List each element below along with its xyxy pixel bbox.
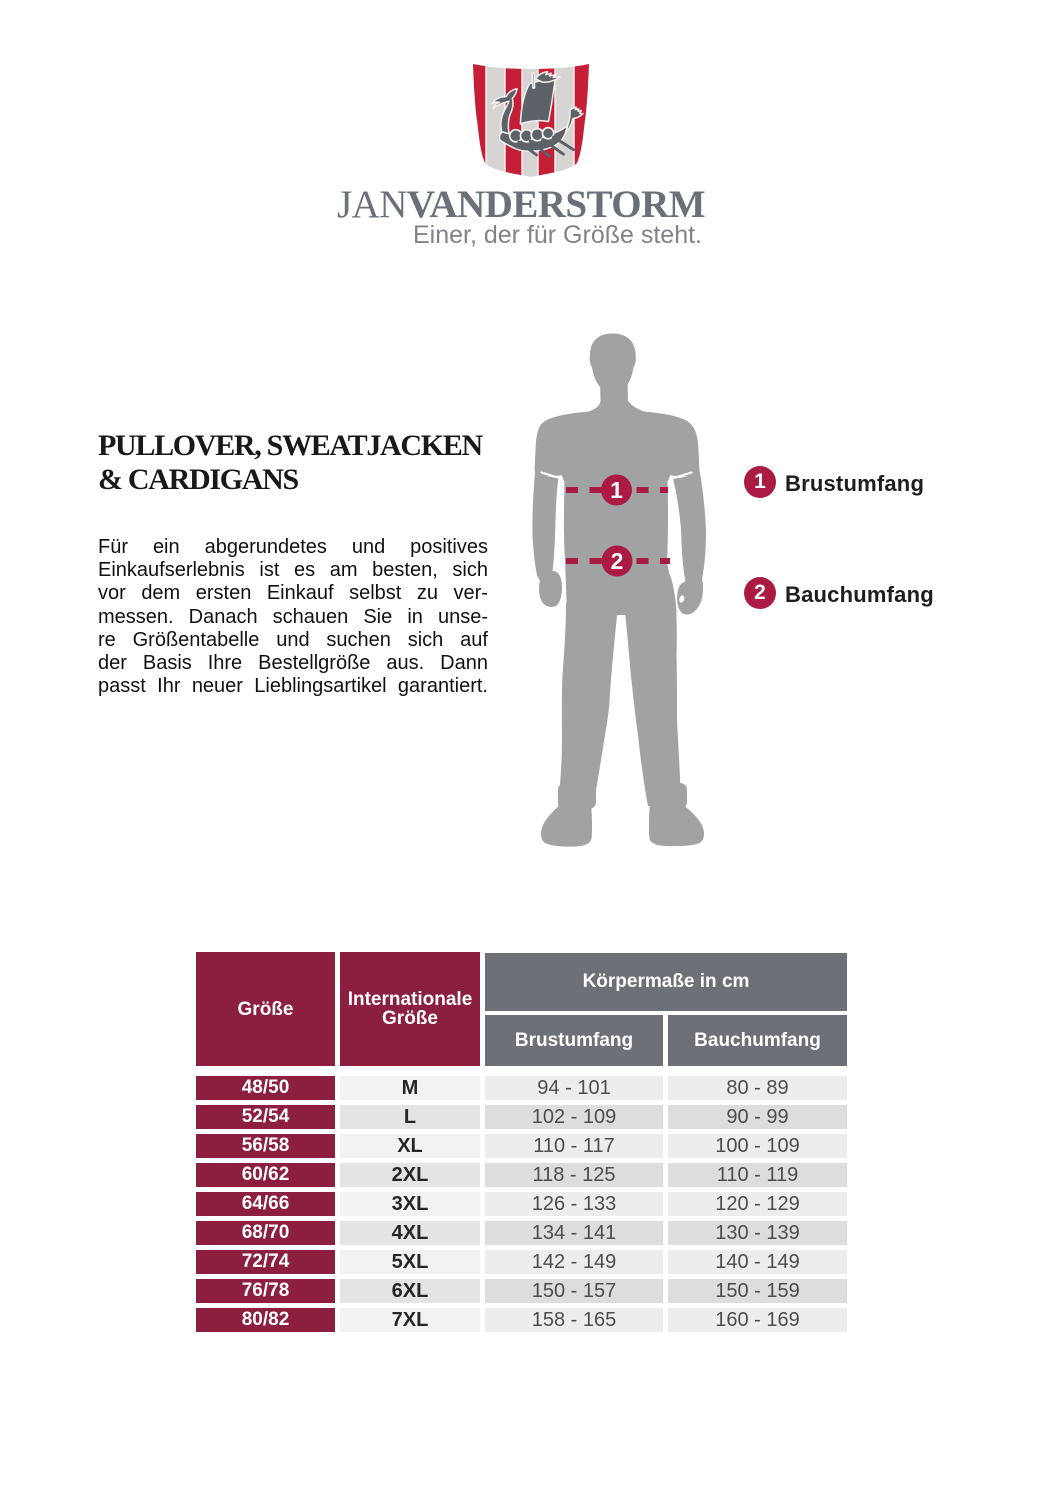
svg-text:1: 1: [610, 477, 623, 503]
svg-text:2: 2: [611, 548, 624, 574]
